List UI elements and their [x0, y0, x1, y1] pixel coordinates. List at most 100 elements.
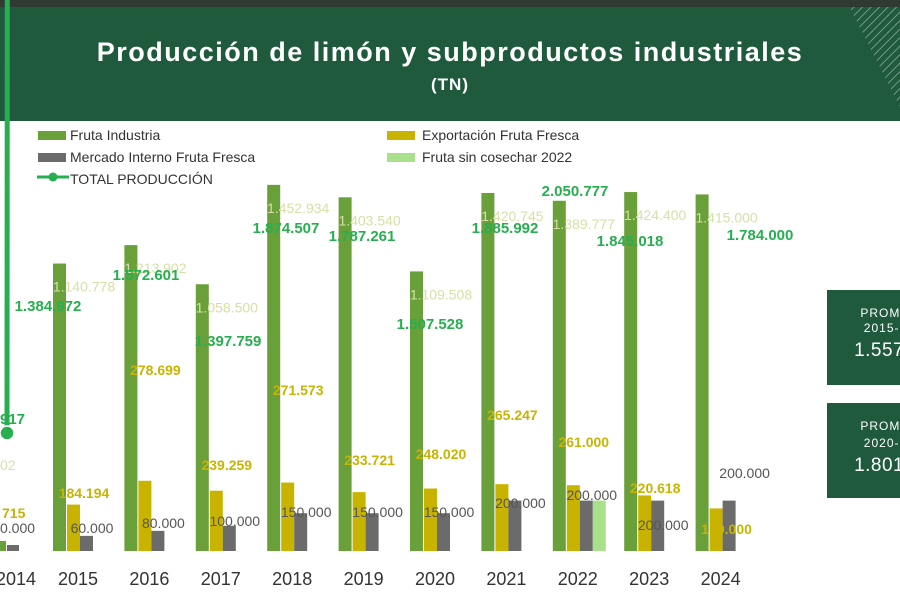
mercado-value-label: 150.000: [352, 504, 403, 520]
bar-industria: [195, 284, 209, 551]
bar-exportacion: [709, 508, 723, 551]
bar-industria: [124, 245, 138, 552]
chart-title: Producción de limón y subproductos indus…: [96, 37, 804, 67]
year-tick-label: 2023: [629, 569, 669, 589]
bar-industria: [624, 192, 638, 551]
average-box-2015-2019: PROMEDIO 2015-2019 1.557.xxx: [827, 290, 900, 385]
legend-label-fruta-industria: Fruta Industria: [70, 127, 161, 143]
industria-value-label: 1.403.540: [338, 212, 400, 228]
industria-value-label: 02: [0, 457, 16, 473]
year-tick-label: 2022: [558, 569, 598, 589]
legend-label-total: TOTAL PRODUCCIÓN: [70, 171, 213, 187]
average-label: PROMEDIO: [860, 306, 900, 320]
industria-value-label: 1.420.745: [481, 208, 543, 224]
bar-mercado: [151, 530, 165, 551]
total-value-label: 1.784.000: [727, 227, 794, 244]
total-value-label: 1.397.759: [195, 333, 262, 350]
total-value-label: 1.845.018: [597, 233, 664, 250]
total-value-label: 1.787.261: [329, 228, 396, 245]
legend-swatch-total-line: [37, 172, 69, 182]
exportacion-value-label: 261.000: [558, 434, 609, 450]
top-strip: [0, 0, 900, 7]
exportacion-value-label: 233.721: [344, 452, 395, 468]
legend: Fruta Industria Exportación Fruta Fresca…: [0, 122, 760, 192]
chart-subtitle: (TN): [431, 75, 469, 94]
bar-mercado: [222, 525, 236, 551]
exportacion-value-label: 248.020: [416, 446, 467, 462]
bar-industria: [53, 263, 66, 551]
total-value-label: 1.874.507: [253, 220, 320, 237]
production-chart: 1.140.778 184.194 60.000 2015 1.213.902 278.6…: [0, 0, 794, 589]
bar-industria: [552, 200, 566, 552]
total-value-label: 1.384.972: [15, 298, 82, 315]
total-value-label: 1.572.601: [113, 267, 180, 284]
total-value-label: 917: [0, 411, 25, 428]
industria-value-label: 1.415.000: [695, 209, 757, 225]
exportacion-value-label: 715: [2, 505, 26, 521]
exportacion-value-label: 278.699: [130, 362, 181, 378]
mercado-value-label: 80.000: [142, 515, 185, 531]
bar-exportacion: [566, 485, 580, 551]
average-value: 1.557.xxx: [854, 340, 900, 361]
average-period: 2020-2024: [863, 436, 900, 450]
industria-value-label: 1.389.777: [553, 216, 615, 232]
legend-label-mercado-interno: Mercado Interno Fruta Fresca: [70, 149, 256, 165]
chart-header: Producción de limón y subproductos indus…: [0, 7, 900, 121]
year-tick-label: 2014: [0, 569, 36, 589]
bar-industria: [267, 184, 281, 551]
bar-exportacion: [495, 484, 509, 551]
industria-value-label: 1.424.400: [624, 207, 686, 223]
exportacion-value-label: 265.247: [487, 407, 538, 423]
exportacion-value-label: 271.573: [273, 382, 324, 398]
average-value: 1.801.xxx: [854, 455, 900, 476]
exportacion-value-label: 169.000: [701, 521, 752, 537]
total-value-label: 2.050.777: [542, 183, 609, 200]
industria-value-label: 1.452.934: [267, 200, 329, 216]
bar-exportacion: [638, 495, 652, 551]
mercado-value-label: 150.000: [281, 504, 332, 520]
bar-mercado: [437, 513, 450, 551]
average-period: 2015-2019: [863, 321, 900, 335]
exportacion-value-label: 220.618: [630, 480, 681, 496]
mercado-value-label: 150.000: [424, 504, 475, 520]
bar-industria: [481, 192, 495, 551]
legend-swatch-fruta-industria: [38, 131, 66, 140]
year-tick-label: 2020: [415, 569, 455, 589]
average-box-2020-2024: PROMEDIO 2020-2024 1.801.xxx: [827, 403, 900, 498]
legend-label-sin-cosechar: Fruta sin cosechar 2022: [422, 149, 573, 165]
exportacion-value-label: 239.259: [201, 457, 252, 473]
bar-industria: [410, 271, 423, 551]
bar-mercado: [579, 500, 593, 551]
bar-industria-2014: [0, 541, 6, 551]
year-tick-label: 2016: [129, 569, 169, 589]
year-tick-label: 2017: [201, 569, 241, 589]
mercado-value-label: 200.000: [719, 465, 770, 481]
year-tick-label: 2015: [58, 569, 98, 589]
bar-mercado: [294, 513, 308, 551]
legend-label-exportacion: Exportación Fruta Fresca: [422, 127, 580, 143]
bar-mercado: [365, 513, 379, 551]
total-production-point: [0, 425, 15, 441]
year-tick-label: 2018: [272, 569, 312, 589]
industria-value-label: 1.109.508: [410, 286, 472, 302]
bar-exportacion: [67, 504, 80, 551]
bar-sin-cosechar: [592, 500, 606, 551]
bar-mercado: [722, 500, 736, 551]
legend-swatch-sin-cosechar: [387, 153, 415, 162]
bar-exportacion: [424, 488, 437, 551]
mercado-value-label: 0.000: [0, 520, 35, 536]
year-tick-label: 2021: [486, 569, 526, 589]
bar-exportacion: [138, 480, 152, 551]
industria-value-label: 1.213.902: [124, 260, 186, 276]
mercado-value-label: 200.000: [566, 487, 617, 503]
legend-swatch-exportacion: [387, 131, 415, 140]
industria-value-label: 1.058.500: [196, 299, 258, 315]
mercado-value-label: 100.000: [209, 513, 260, 529]
mercado-value-label: 60.000: [71, 520, 114, 536]
bar-exportacion: [352, 492, 366, 551]
legend-swatch-mercado-interno: [38, 153, 66, 162]
year-tick-label: 2024: [701, 569, 741, 589]
bar-industria: [338, 197, 352, 551]
bar-industria: [695, 194, 709, 552]
mercado-value-label: 200.000: [638, 517, 689, 533]
